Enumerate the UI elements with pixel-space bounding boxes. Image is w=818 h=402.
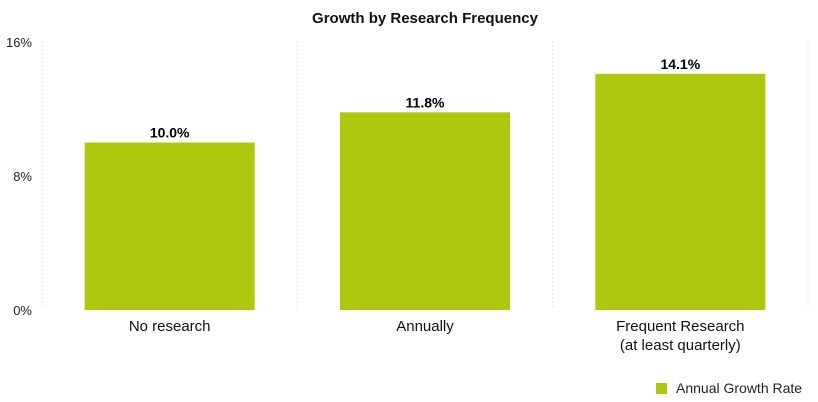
data-label: 14.1% <box>660 56 700 72</box>
legend: Annual Growth Rate <box>656 380 802 396</box>
y-axis: 0% 8% 16% <box>6 35 32 318</box>
legend-label: Annual Growth Rate <box>676 380 802 396</box>
bar <box>595 73 766 310</box>
x-axis: No research Annually Frequent Research (at … <box>129 318 745 354</box>
y-tick-label: 0% <box>13 303 32 318</box>
data-label: 11.8% <box>406 94 445 110</box>
chart-title: Growth by Research Frequency <box>312 10 539 27</box>
x-tick-label: Frequent Research <box>616 318 744 335</box>
x-tick-label: (at least quarterly) <box>620 337 741 354</box>
legend-swatch <box>656 383 667 394</box>
grid-lines <box>41 42 809 310</box>
x-tick-label: No research <box>129 318 211 335</box>
bars: 10.0% 11.8% 14.1% <box>84 56 766 310</box>
bar <box>84 142 255 310</box>
y-tick-label: 8% <box>13 169 32 184</box>
x-tick-label: Annually <box>396 318 454 335</box>
bar <box>340 112 510 310</box>
y-tick-label: 16% <box>6 35 32 50</box>
data-label: 10.0% <box>150 125 190 141</box>
